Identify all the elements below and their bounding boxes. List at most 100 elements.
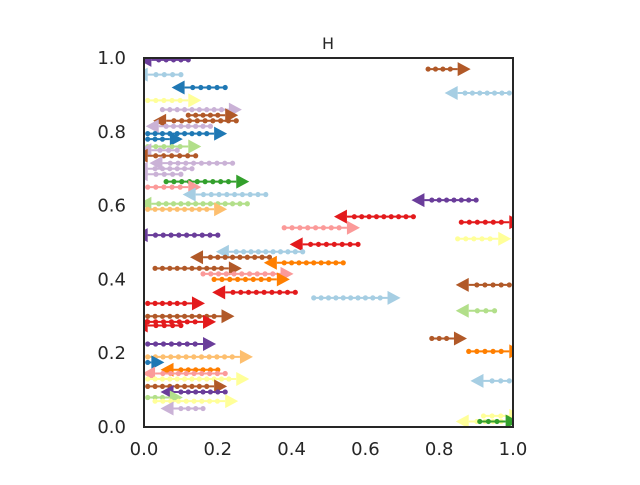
trajectory-point [370, 295, 376, 301]
arrow-right-marker [498, 231, 512, 246]
trajectory-point [152, 394, 158, 401]
trajectory-point [210, 179, 216, 185]
trajectory-point [474, 348, 480, 354]
trajectory-point [170, 201, 177, 207]
trajectory-point [229, 160, 236, 166]
trajectory-point [183, 398, 189, 404]
trajectory-point [167, 300, 173, 306]
trajectory-point [152, 383, 158, 390]
trajectory-point [183, 160, 189, 166]
trajectory-point [215, 389, 221, 395]
arrow-right-marker [239, 349, 253, 364]
trajectory-series [429, 331, 467, 346]
trajectory-point [244, 254, 250, 260]
trajectory-point [178, 171, 184, 177]
trajectory-point [207, 370, 213, 377]
trajectory-point [169, 153, 175, 159]
trajectory-series [149, 156, 236, 171]
trajectory-point [153, 322, 159, 329]
arrow-right-marker [236, 174, 250, 189]
trajectory-point [163, 179, 169, 185]
trajectory-point [208, 191, 214, 198]
trajectory-point [176, 232, 182, 238]
trajectory-point [262, 271, 268, 277]
trajectory-point [178, 405, 184, 412]
trajectory-point [498, 413, 504, 419]
trajectory-point [489, 413, 495, 419]
trajectory-point [440, 66, 446, 72]
trajectory-series [145, 355, 165, 370]
arrow-right-marker [188, 93, 202, 108]
trajectory-point [443, 335, 450, 342]
trajectory-series [470, 373, 512, 388]
trajectory-point [227, 276, 233, 282]
arrow-right-marker [151, 355, 165, 370]
trajectory-point [193, 112, 199, 118]
trajectory-series [333, 209, 416, 224]
trajectory-point [179, 179, 185, 185]
trajectory-point [152, 300, 158, 306]
trajectory-point [469, 90, 476, 96]
trajectory-series [145, 372, 250, 387]
trajectory-point [157, 147, 163, 153]
trajectory-point [178, 389, 184, 395]
trajectory-point [336, 225, 342, 231]
trajectory-point [473, 197, 479, 203]
trajectory-series [411, 193, 479, 208]
y-tick-label: 1.0 [97, 48, 126, 69]
x-tick-label: 0.6 [351, 439, 380, 460]
trajectory-point [174, 147, 180, 153]
trajectory-series [311, 290, 401, 305]
trajectory-point [171, 118, 177, 124]
trajectory-point [277, 249, 284, 255]
trajectory-point [218, 376, 225, 382]
trajectory-point [175, 354, 182, 360]
arrow-right-marker [203, 314, 217, 329]
y-tick-label: 0.4 [97, 269, 126, 290]
x-axis: 0.0 0.2 0.4 0.6 0.8 1.0 [130, 439, 528, 460]
trajectory-point [281, 225, 287, 231]
arrow-left-marker [160, 401, 174, 416]
trajectory-point [159, 300, 166, 306]
trajectory-point [166, 147, 172, 153]
trajectory-point [178, 367, 184, 373]
trajectory-point [289, 225, 295, 231]
trajectory-point [174, 383, 180, 390]
trajectory-point [238, 289, 244, 295]
trajectory-point [181, 376, 188, 382]
trajectory-point [174, 166, 180, 172]
trajectory-series [144, 318, 184, 333]
trajectory-point [145, 383, 151, 390]
trajectory-point [145, 394, 151, 401]
arrow-right-marker [387, 290, 401, 305]
trajectory-point [263, 249, 269, 255]
trajectory-point [222, 389, 228, 395]
trajectory-point [482, 282, 488, 288]
trajectory-point [193, 389, 199, 395]
trajectory-point [269, 289, 275, 295]
trajectory-point [159, 166, 166, 172]
trajectory-point [184, 319, 190, 325]
trajectory-point [145, 136, 151, 142]
trajectory-point [250, 276, 256, 282]
trajectory-point [239, 191, 245, 198]
arrow-left-marker [144, 58, 152, 67]
trajectory-point [207, 398, 213, 404]
trajectory-point [152, 131, 158, 137]
trajectory-point [183, 370, 189, 377]
arrow-left-marker [149, 156, 163, 171]
trajectory-point [229, 354, 235, 360]
trajectory-point [152, 376, 158, 382]
trajectory-point [477, 90, 483, 96]
trajectory-series [145, 336, 217, 351]
arrow-right-marker [236, 372, 250, 387]
trajectory-point [204, 383, 210, 390]
trajectory-point [263, 191, 269, 198]
trajectory-series [289, 237, 361, 252]
trajectory-point [347, 241, 353, 247]
trajectory-series [458, 215, 513, 230]
trajectory-point [153, 143, 159, 150]
trajectory-point [388, 214, 394, 220]
trajectory-point [225, 118, 232, 124]
trajectory-point [211, 265, 217, 271]
